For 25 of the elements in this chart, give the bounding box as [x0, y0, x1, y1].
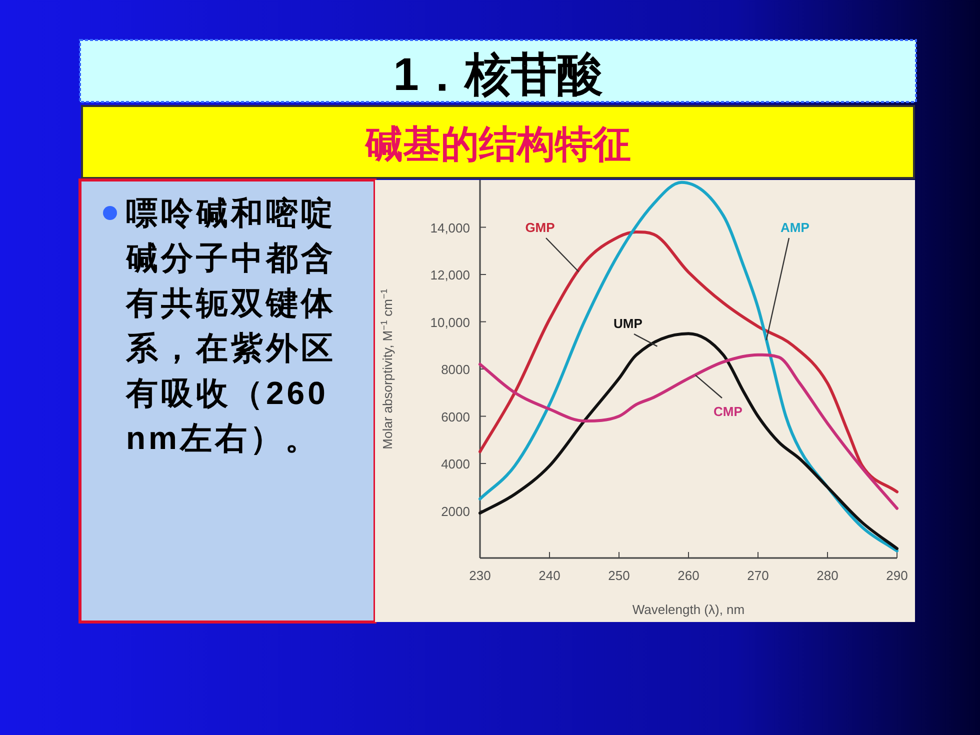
- y-tick-label: 2000: [441, 504, 470, 519]
- x-axis-title: Wavelength (λ), nm: [632, 602, 745, 617]
- y-tick-label: 10,000: [430, 314, 470, 330]
- x-tick-label: 270: [747, 568, 769, 583]
- y-tick-label: 8000: [441, 362, 470, 377]
- line-series: [478, 353, 898, 510]
- x-tick-label: 280: [816, 568, 838, 583]
- text: AMP: [780, 220, 810, 235]
- line-series: [478, 332, 898, 550]
- y-tick-label: 4000: [441, 456, 470, 472]
- text: GMP: [525, 220, 556, 235]
- y-tick-label: 12,000: [430, 268, 470, 282]
- text: 嘌呤碱和嘧啶碱分子中都含有共轭双键体系，在紫外区有吸收（260 nm左右）。: [125, 195, 336, 456]
- x-tick-label: 230: [469, 568, 491, 583]
- line-series: [478, 180, 898, 552]
- chart-subtitle: 碱基的结构特征: [364, 124, 631, 166]
- text: CMP: [714, 404, 743, 419]
- y-tick-label: 14,000: [430, 220, 470, 236]
- y-tick-label: 6000: [441, 409, 470, 424]
- x-tick-label: 240: [538, 568, 560, 583]
- chart-title: 1．核苷酸: [393, 48, 603, 100]
- x-tick-label: 290: [886, 568, 908, 583]
- series-label: UMP: [614, 316, 643, 331]
- x-tick-label: 260: [678, 568, 700, 583]
- x-tick-label: 250: [608, 568, 630, 583]
